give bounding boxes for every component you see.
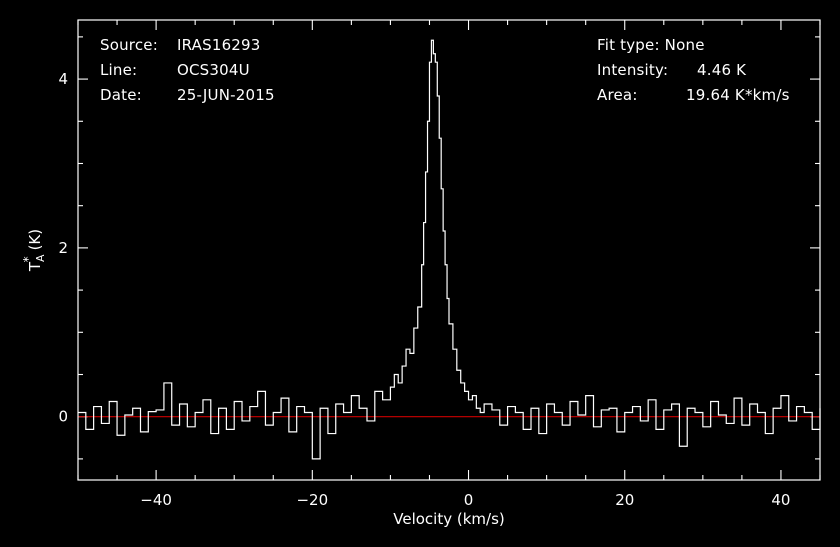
x-tick-label: −40	[140, 491, 172, 509]
y-axis-label-sup: *	[21, 256, 35, 262]
svg-text:TA*(K): TA* (K)	[21, 229, 47, 272]
x-tick-label: 20	[615, 491, 634, 509]
date-value: 25-JUN-2015	[177, 86, 275, 104]
y-axis-label-main: T	[26, 261, 44, 272]
x-tick-label: 40	[771, 491, 790, 509]
x-tick-label: 0	[464, 491, 474, 509]
y-tick-label: 0	[58, 408, 68, 426]
source-value: IRAS16293	[177, 36, 261, 54]
y-axis-label-unit: (K)	[26, 229, 44, 251]
area-value: 19.64 K*km/s	[686, 86, 790, 104]
spectrum-line	[78, 39, 821, 460]
y-axis-label-sub: A	[34, 254, 47, 262]
intensity-value: 4.46 K	[697, 61, 747, 79]
area-label: Area:	[597, 86, 638, 104]
line-label: Line:	[100, 61, 138, 79]
x-axis-label: Velocity (km/s)	[393, 510, 504, 528]
plot-frame	[77, 19, 821, 481]
line-value: OCS304U	[177, 61, 250, 79]
tick-labels: −40 −20 0 20 40 0 2 4	[58, 70, 790, 509]
source-label: Source:	[100, 36, 158, 54]
date-label: Date:	[100, 86, 142, 104]
y-tick-label: 4	[58, 70, 68, 88]
y-tick-label: 2	[58, 239, 68, 257]
fit-type: Fit type: None	[597, 36, 705, 54]
x-tick-label: −20	[296, 491, 328, 509]
intensity-label: Intensity:	[597, 61, 669, 79]
y-axis-label: TA* (K)	[21, 229, 47, 272]
